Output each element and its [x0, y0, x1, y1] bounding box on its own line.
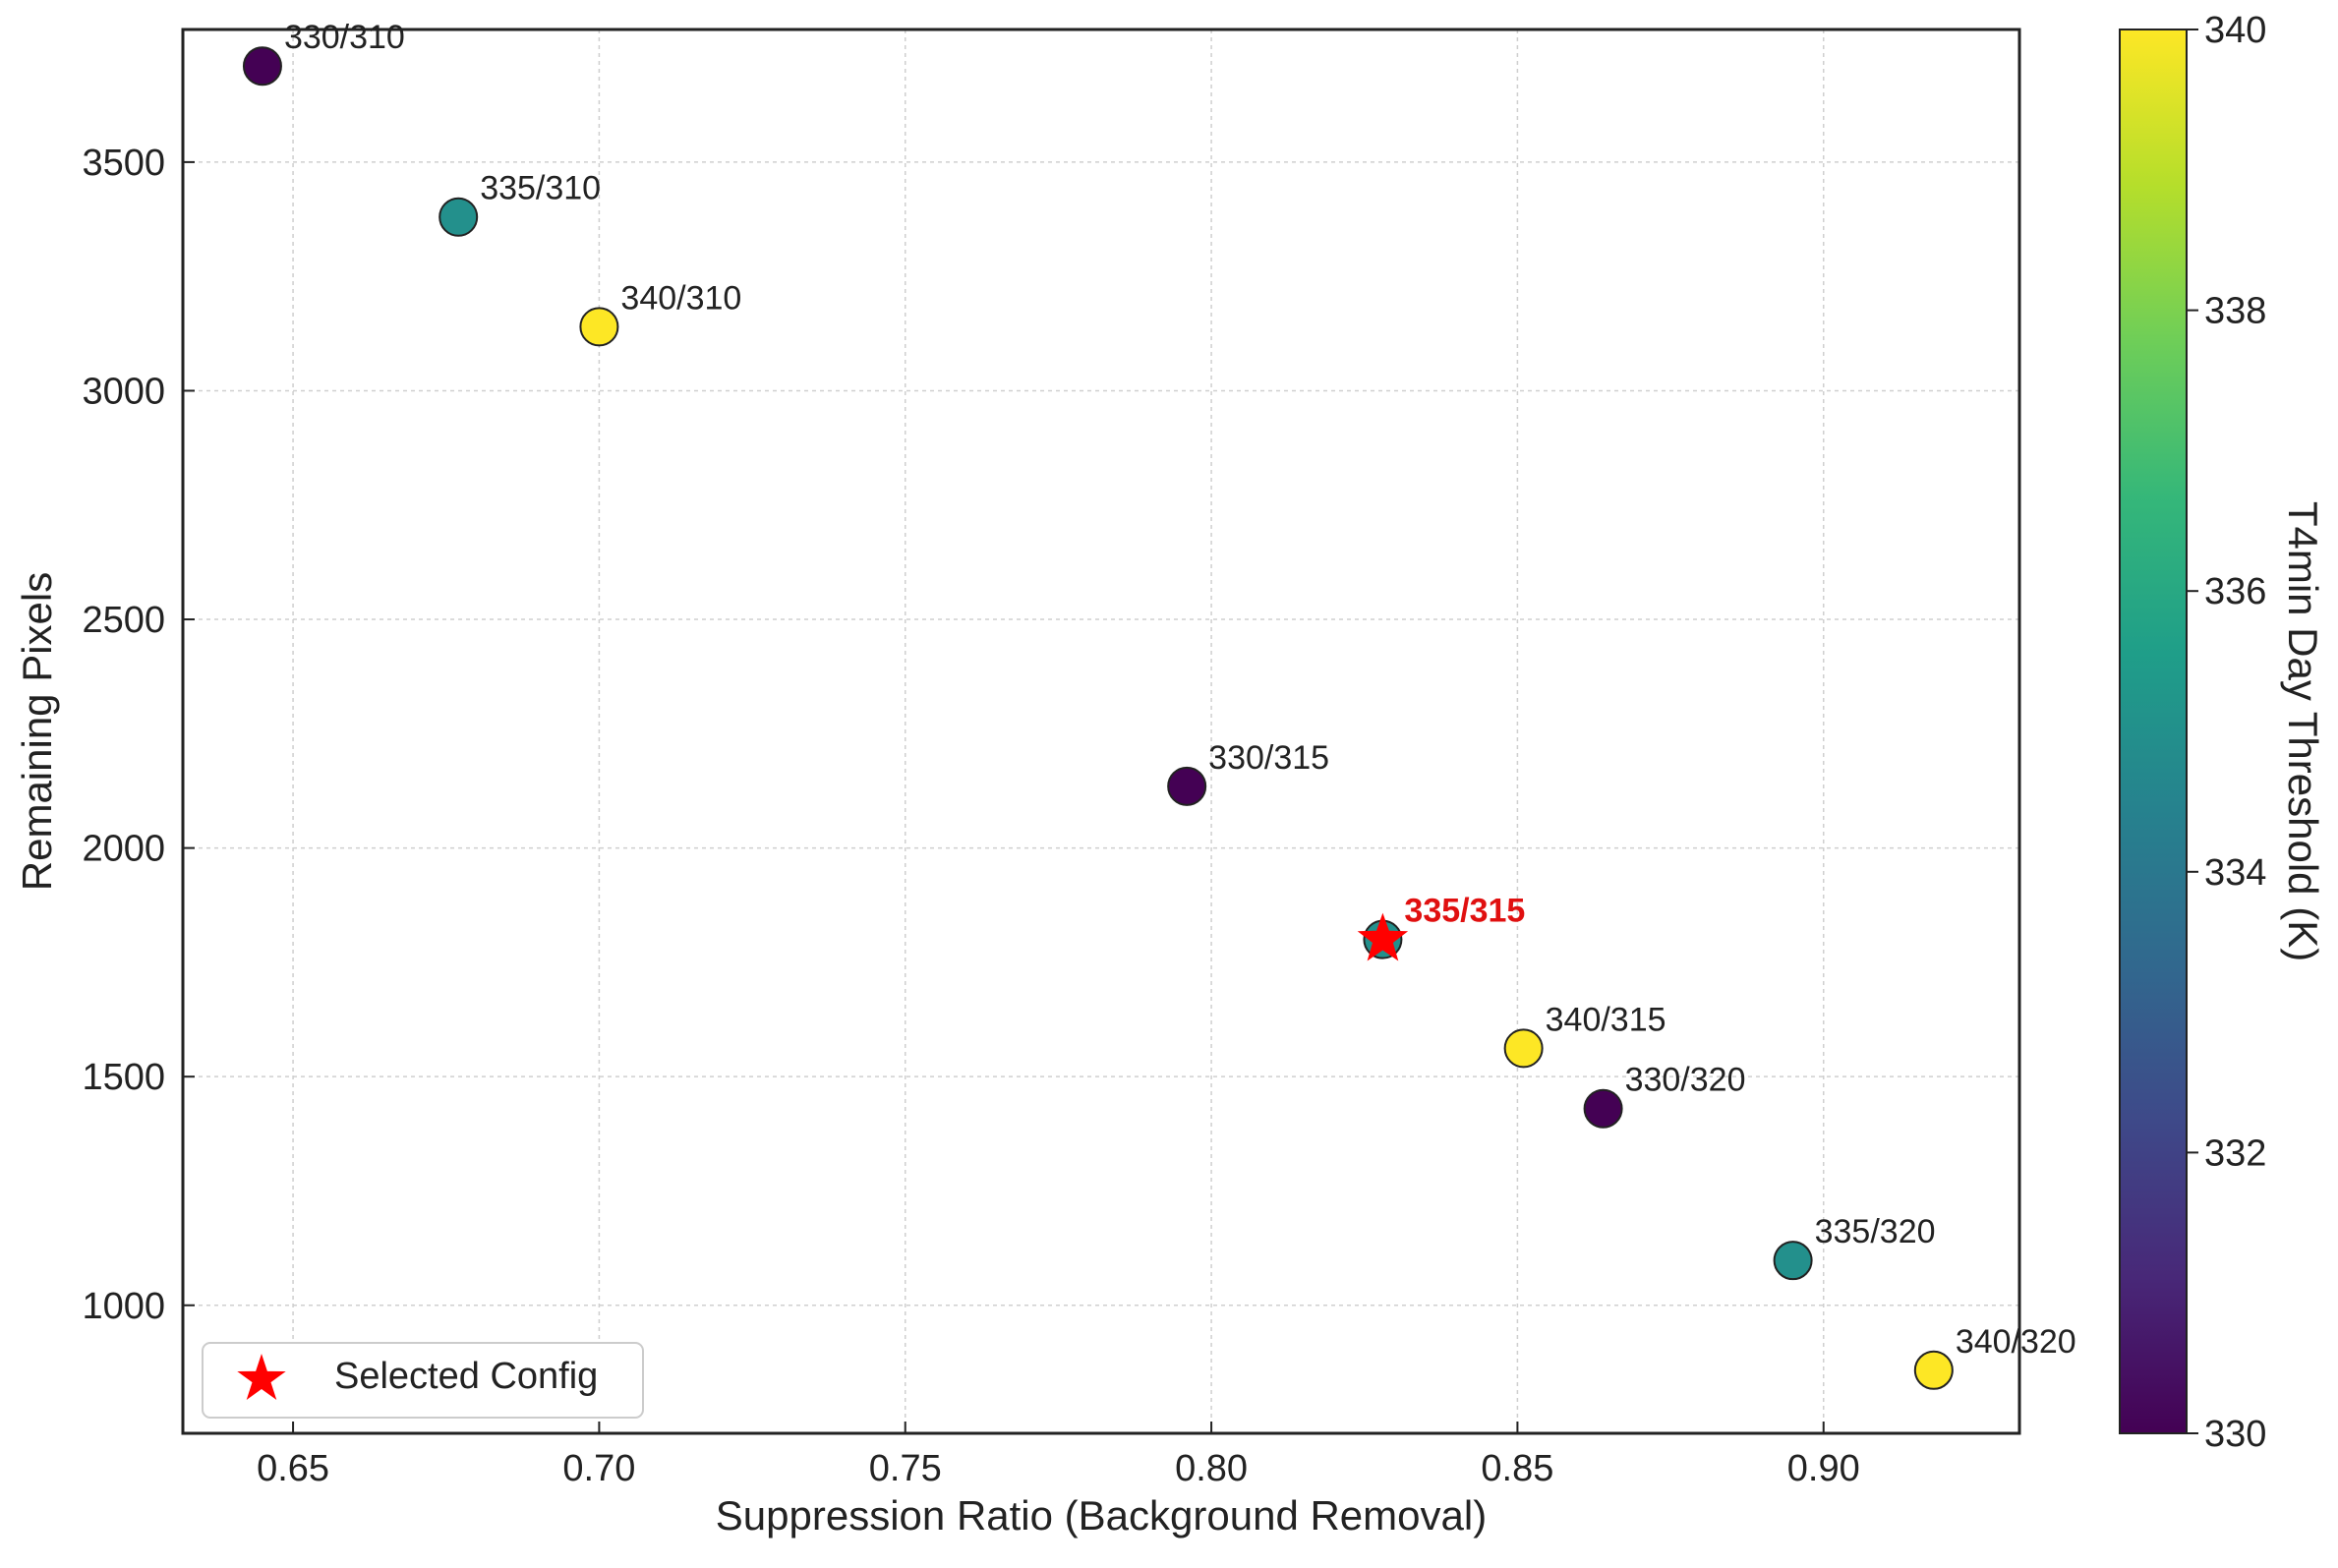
plot-frame	[181, 28, 2021, 1435]
y-tick-label: 1500	[82, 1057, 165, 1098]
y-tick-label: 3500	[82, 143, 165, 184]
legend-box	[202, 1342, 644, 1419]
point-label-340-315: 340/315	[1546, 1001, 1666, 1038]
colorbar-label: T4min Day Threshold (K)	[2280, 501, 2326, 961]
point-label-330-315: 330/315	[1208, 739, 1329, 777]
y-tick-label: 2000	[82, 829, 165, 870]
point-label-335-310: 335/310	[480, 170, 601, 207]
y-tick-label: 1000	[82, 1286, 165, 1327]
y-axis-label: Remaining Pixels	[14, 572, 60, 891]
point-335-310	[438, 197, 479, 237]
point-label-330-310: 330/310	[284, 19, 405, 56]
point-340-320	[1913, 1350, 1954, 1390]
x-tick-label: 0.85	[1481, 1448, 1553, 1489]
colorbar-ticks: 330 332 334 336 338 340	[2187, 10, 2266, 1455]
y-axis: 1000 1500 2000 2500 3000 3500	[82, 143, 195, 1327]
x-axis: 0.65 0.70 0.75 0.80 0.85 0.90	[257, 1422, 1860, 1489]
colorbar-gradient	[2119, 29, 2188, 1434]
point-340-310	[579, 307, 619, 347]
colorbar-tick-label: 332	[2204, 1132, 2266, 1174]
x-tick-label: 0.90	[1787, 1448, 1860, 1489]
x-tick-label: 0.80	[1175, 1448, 1248, 1489]
grid-lines	[183, 29, 2019, 1433]
point-label-340-310: 340/310	[620, 279, 741, 317]
y-tick-label: 2500	[82, 600, 165, 641]
colorbar-tick-label: 330	[2204, 1414, 2266, 1455]
x-axis-label: Suppression Ratio (Background Removal)	[716, 1492, 1487, 1539]
x-tick-label: 0.70	[562, 1448, 635, 1489]
colorbar: 330 332 334 336 338 340 T4min Day Threshold (…	[2119, 10, 2326, 1455]
colorbar-tick-label: 338	[2204, 291, 2266, 332]
x-tick-label: 0.75	[869, 1448, 942, 1489]
colorbar-tick-label: 340	[2204, 10, 2266, 51]
selected-star-marker	[1357, 912, 1409, 961]
colorbar-tick-label: 336	[2204, 571, 2266, 612]
point-label-330-320: 330/320	[1625, 1062, 1746, 1099]
colorbar-tick-label: 334	[2204, 852, 2266, 894]
point-label-335-315: 335/315	[1404, 893, 1525, 930]
point-340-315	[1503, 1028, 1544, 1069]
legend-star-icon	[237, 1354, 286, 1400]
data-points: 330/310 335/310 340/310 330/315 335/315 340/3…	[242, 19, 2076, 1390]
point-330-315	[1167, 766, 1207, 806]
legend-label-selected-config: Selected Config	[334, 1356, 598, 1397]
point-label-340-320: 340/320	[1956, 1323, 2076, 1361]
x-tick-label: 0.65	[257, 1448, 329, 1489]
y-tick-label: 3000	[82, 371, 165, 412]
legend: Selected Config	[202, 1342, 644, 1419]
point-335-320	[1773, 1241, 1813, 1281]
point-330-320	[1583, 1088, 1623, 1129]
point-330-310	[242, 46, 282, 87]
point-label-335-320: 335/320	[1815, 1213, 1936, 1250]
